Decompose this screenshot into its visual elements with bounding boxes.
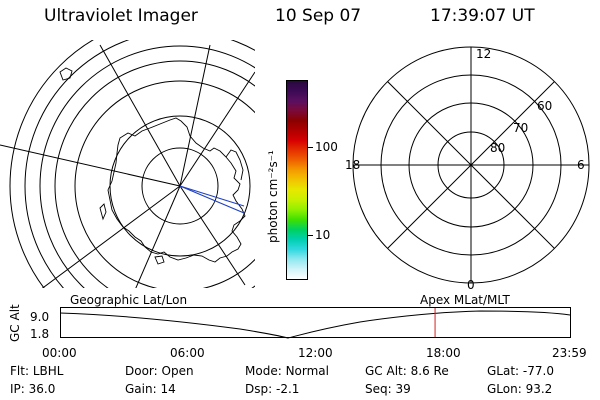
magnetic-polar-plot: 12 6 0 18 60 70 80	[345, 46, 590, 290]
meridian-line	[179, 44, 211, 187]
intensity-colorbar	[286, 80, 308, 280]
mlt-label-6: 6	[577, 158, 585, 172]
footer-value: -77.0	[522, 364, 554, 378]
lat-circle	[74, 80, 255, 288]
magnetic-map-title: Apex MLat/MLT	[420, 293, 510, 307]
spacecraft-track-line	[179, 185, 245, 207]
lat-circle	[24, 40, 255, 288]
footer-value: 93.2	[525, 382, 553, 396]
observation-date: 10 Sep 07	[275, 6, 362, 26]
footer-flt: Flt: LBHL	[10, 364, 63, 378]
mlat-label-60: 60	[537, 99, 552, 113]
footer-value: LBHL	[32, 364, 64, 378]
island-coast	[154, 255, 165, 265]
footer-key: Flt:	[10, 364, 29, 378]
footer-value: 36.0	[28, 382, 56, 396]
geographic-map	[0, 40, 255, 288]
altitude-tick-9: 9.0	[30, 310, 50, 324]
footer-value: Normal	[285, 364, 329, 378]
time-tick-06-00: 06:00	[170, 346, 205, 360]
footer-value: 14	[160, 382, 176, 396]
footer-gc-alt: GC Alt: 8.6 Re	[365, 364, 449, 378]
footer-value: -2.1	[275, 382, 300, 396]
mlt-meridian	[353, 47, 589, 283]
footer-key: Door:	[125, 364, 158, 378]
footer-door: Door: Open	[125, 364, 194, 378]
mlat-label-80: 80	[490, 141, 505, 155]
footer-key: GLon:	[487, 382, 522, 396]
meridian-line	[179, 185, 246, 286]
colorbar-unit-label: photon cm⁻²s⁻¹	[266, 150, 280, 243]
geographic-map-title: Geographic Lat/Lon	[70, 293, 188, 307]
colorbar-tick-label-100: 100	[315, 140, 338, 154]
footer-key: Seq:	[365, 382, 392, 396]
observation-time: 17:39:07 UT	[430, 6, 535, 26]
footer-key: GC Alt:	[365, 364, 407, 378]
time-tick-23-59: 23:59	[552, 346, 587, 360]
lat-circle	[141, 147, 219, 225]
meridian-line	[0, 144, 181, 187]
footer-key: Mode:	[245, 364, 282, 378]
colorbar-tick	[307, 235, 313, 236]
footer-key: Dsp:	[245, 382, 273, 396]
footer-mode: Mode: Normal	[245, 364, 329, 378]
time-tick-12-00: 12:00	[298, 346, 333, 360]
meridian-line	[41, 185, 181, 288]
footer-key: Gain:	[125, 382, 157, 396]
peninsula-coast	[99, 203, 107, 221]
footer-value: 8.6 Re	[410, 364, 449, 378]
footer-seq: Seq: 39	[365, 382, 411, 396]
colorbar-tick	[307, 147, 313, 148]
mlt-label-12: 12	[476, 47, 491, 61]
altitude-plot	[60, 307, 571, 339]
antarctica-coastline	[107, 117, 246, 263]
footer-dsp: Dsp: -2.1	[245, 382, 299, 396]
meridian-line	[99, 44, 181, 187]
altitude-axis-label: GC Alt	[8, 304, 22, 342]
lat-circle	[9, 40, 94, 288]
instrument-title: Ultraviolet Imager	[44, 6, 198, 26]
lat-circle	[54, 60, 255, 288]
footer-key: GLat:	[487, 364, 520, 378]
meridian-line	[135, 185, 181, 288]
spacecraft-track-line	[179, 185, 245, 214]
altitude-curve	[60, 310, 571, 339]
time-tick-18-00: 18:00	[426, 346, 461, 360]
mlat-label-70: 70	[513, 121, 528, 135]
island-coast	[59, 67, 73, 81]
altitude-plot-frame	[60, 307, 571, 338]
mlt-label-18: 18	[345, 158, 360, 172]
footer-glon: GLon: 93.2	[487, 382, 552, 396]
time-tick-00-00: 00:00	[42, 346, 77, 360]
footer-key: IP:	[10, 382, 25, 396]
altitude-tick-1-8: 1.8	[30, 327, 50, 341]
footer-value: 39	[395, 382, 411, 396]
meridian-line	[179, 71, 255, 187]
footer-value: Open	[161, 364, 194, 378]
colorbar-gradient	[287, 81, 307, 279]
footer-ip: IP: 36.0	[10, 382, 55, 396]
mlt-label-0: 0	[467, 278, 475, 290]
footer-glat: GLat: -77.0	[487, 364, 554, 378]
footer-gain: Gain: 14	[125, 382, 176, 396]
lat-circle	[39, 45, 255, 288]
ross-ice-shelf-edge	[225, 149, 244, 181]
colorbar-tick-label-10: 10	[315, 228, 331, 242]
